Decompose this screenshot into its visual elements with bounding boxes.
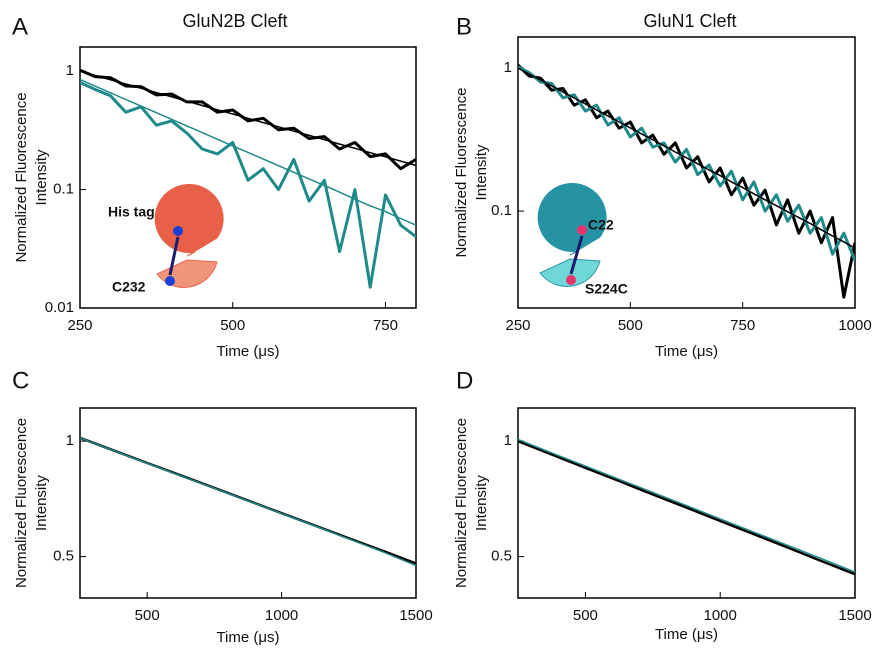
data-line <box>80 70 416 167</box>
x-axis-label: Time (μs) <box>216 343 279 360</box>
x-tick-label: 750 <box>373 317 398 334</box>
x-tick-label: 250 <box>67 317 92 334</box>
panel-letter: B <box>456 13 472 40</box>
x-tick-label: 500 <box>220 317 245 334</box>
data-line <box>518 64 855 299</box>
y-tick-label: 0.1 <box>53 181 74 198</box>
x-tick-label: 1000 <box>838 317 871 334</box>
plot-frame <box>517 36 856 309</box>
plot-frame <box>79 46 417 309</box>
y-tick-label: 0.1 <box>491 202 512 219</box>
y-tick-label: 0.5 <box>53 548 74 565</box>
series-layer <box>518 64 855 299</box>
series-layer <box>80 436 416 567</box>
y-axis-label: Intensity <box>473 144 490 200</box>
series-layer <box>518 438 855 576</box>
annotation: C232 <box>112 279 146 295</box>
series-layer <box>80 68 416 289</box>
inset-arrow <box>168 236 180 276</box>
inset-dot <box>173 226 183 236</box>
panel-letter: C <box>12 367 29 394</box>
annotation: C22 <box>588 217 614 233</box>
inset-upper <box>537 183 607 256</box>
annotation: His tag <box>108 204 155 220</box>
data-line <box>518 438 855 573</box>
y-tick-label: 1 <box>66 432 74 449</box>
y-tick-label: 1 <box>504 59 512 76</box>
x-tick-label: 1500 <box>838 607 871 624</box>
inset-dot <box>566 275 576 285</box>
x-tick-label: 250 <box>505 317 530 334</box>
x-tick-label: 500 <box>618 317 643 334</box>
chart-title: GluN1 Cleft <box>643 11 736 31</box>
x-tick-label: 500 <box>573 607 598 624</box>
y-axis-label: Normalized Fluorescence <box>13 418 30 588</box>
x-tick-label: 500 <box>135 607 160 624</box>
x-axis-label: Time (μs) <box>655 343 718 360</box>
inset-arrow <box>569 235 584 275</box>
y-tick-label: 0.01 <box>45 299 74 316</box>
x-axis-label: Time (μs) <box>216 629 279 646</box>
data-line <box>80 78 416 226</box>
y-tick-label: 1 <box>504 432 512 449</box>
panel-letter: A <box>12 13 28 40</box>
inset-dot <box>165 276 175 286</box>
plot-frame <box>517 407 856 599</box>
x-tick-label: 750 <box>730 317 755 334</box>
y-axis-label: Normalized Fluorescence <box>453 418 470 588</box>
y-axis-label: Normalized Fluorescence <box>13 92 30 262</box>
panel-letter: D <box>456 367 473 394</box>
chart-title: GluN2B Cleft <box>182 11 287 31</box>
plot-frame <box>79 407 417 599</box>
data-line <box>518 439 855 576</box>
data-line <box>518 67 855 249</box>
x-axis-label: Time (μs) <box>655 626 718 643</box>
y-axis-label: Intensity <box>33 475 50 531</box>
inset-upper <box>154 184 224 257</box>
data-line <box>518 65 855 262</box>
x-tick-label: 1000 <box>704 607 737 624</box>
data-line <box>80 81 416 289</box>
data-line <box>80 437 416 567</box>
y-axis-label: Intensity <box>33 149 50 205</box>
x-tick-label: 1000 <box>265 607 298 624</box>
x-tick-label: 1500 <box>399 607 432 624</box>
y-axis-label: Intensity <box>473 475 490 531</box>
inset-dot <box>577 225 587 235</box>
y-tick-label: 1 <box>66 62 74 79</box>
annotation: S224C <box>585 281 628 297</box>
y-axis-label: Normalized Fluorescence <box>453 87 470 257</box>
y-tick-label: 0.5 <box>491 548 512 565</box>
